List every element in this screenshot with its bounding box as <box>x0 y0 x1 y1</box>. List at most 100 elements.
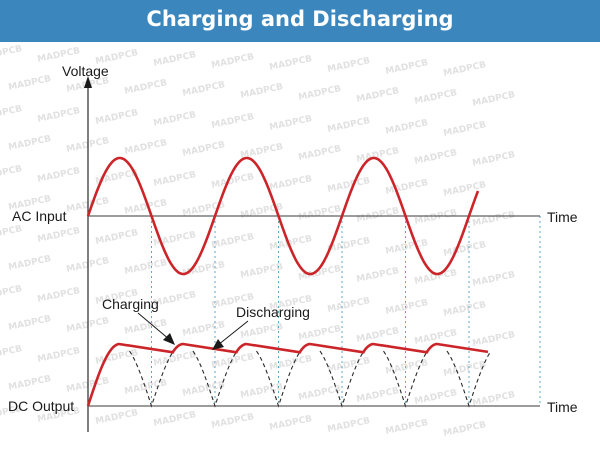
watermark-text: MADPCB <box>385 418 430 437</box>
watermark-text: MADPCB <box>327 416 372 435</box>
watermark-text: MADPCB <box>124 78 169 97</box>
watermark-text: MADPCB <box>8 314 53 333</box>
watermark-text: MADPCB <box>472 150 517 169</box>
watermark-text: MADPCB <box>385 58 430 77</box>
watermark-text: MADPCB <box>153 350 198 369</box>
watermark-text: MADPCB <box>414 148 459 167</box>
watermark-text: MADPCB <box>269 174 314 193</box>
time-axis-label-top: Time <box>547 209 578 225</box>
discharging-annotation: Discharging <box>236 304 310 320</box>
watermark-text: MADPCB <box>211 112 256 131</box>
watermark-text: MADPCB <box>269 354 314 373</box>
dc-output-ripple-wave <box>86 342 489 407</box>
watermark-text: MADPCB <box>153 170 198 189</box>
watermark-text: MADPCB <box>327 116 372 135</box>
watermark-text: MADPCB <box>95 408 140 427</box>
dashed-hump <box>256 350 301 408</box>
dashed-hump <box>319 350 365 408</box>
watermark-text: MADPCB <box>327 176 372 195</box>
watermark-text: MADPCB <box>240 262 285 281</box>
watermark-text: MADPCB <box>95 228 140 247</box>
watermark-text: MADPCB <box>8 254 53 273</box>
time-axis-label-bottom: Time <box>547 399 578 415</box>
watermark-layer: MADPCB MADPCB MADPCB MADPCB MADPCB MADPCB MADP… <box>0 44 516 439</box>
watermark-text: MADPCB <box>211 52 256 71</box>
ac-input-label: AC Input <box>12 208 67 224</box>
voltage-axis-label: Voltage <box>62 63 109 79</box>
title-banner: Charging and Discharging <box>0 0 600 42</box>
watermark-text: MADPCB <box>269 114 314 133</box>
watermark-text: MADPCB <box>472 330 517 349</box>
watermark-text: MADPCB <box>211 352 256 371</box>
watermark-text: MADPCB <box>124 378 169 397</box>
dashed-hump <box>129 350 174 408</box>
dashed-hump <box>192 350 238 408</box>
dashed-hump <box>383 350 428 408</box>
watermark-text: MADPCB <box>37 346 82 365</box>
voltage-axis-arrow-icon <box>84 76 92 88</box>
discharging-arrow-icon <box>212 339 224 350</box>
watermark-text: MADPCB <box>0 104 23 123</box>
watermark-text: MADPCB <box>124 258 169 277</box>
watermark-text: MADPCB <box>443 240 488 259</box>
watermark-text: MADPCB <box>211 412 256 431</box>
watermark-text: MADPCB <box>240 382 285 401</box>
watermark-text: MADPCB <box>472 210 517 229</box>
watermark-text: MADPCB <box>298 84 343 103</box>
watermark-text: MADPCB <box>414 208 459 227</box>
watermark-text: MADPCB <box>356 146 401 165</box>
watermark-text: MADPCB <box>153 410 198 429</box>
watermark-text: MADPCB <box>472 90 517 109</box>
watermark-text: MADPCB <box>443 180 488 199</box>
watermark-text: MADPCB <box>327 56 372 75</box>
watermark-text: MADPCB <box>0 344 23 363</box>
watermark-text: MADPCB <box>298 204 343 223</box>
watermark-text: MADPCB <box>298 144 343 163</box>
watermark-text: MADPCB <box>240 82 285 101</box>
watermark-text: MADPCB <box>356 266 401 285</box>
watermark-text: MADPCB <box>8 74 53 93</box>
watermark-text: MADPCB <box>37 166 82 185</box>
watermark-text: MADPCB <box>240 322 285 341</box>
watermark-text: MADPCB <box>153 50 198 69</box>
watermark-text: MADPCB <box>211 232 256 251</box>
watermark-text: MADPCB <box>182 320 227 339</box>
watermark-text: MADPCB <box>414 388 459 407</box>
diagram-title: Charging and Discharging <box>146 7 454 31</box>
watermark-text: MADPCB <box>385 118 430 137</box>
charging-pointer-line <box>137 312 171 341</box>
watermark-text: MADPCB <box>37 106 82 125</box>
watermark-text: MADPCB <box>0 164 23 183</box>
discharging-pointer-line <box>217 320 249 346</box>
watermark-text: MADPCB <box>182 80 227 99</box>
watermark-text: MADPCB <box>182 380 227 399</box>
ac-input-sine-wave <box>86 156 480 276</box>
watermark-text: MADPCB <box>385 238 430 257</box>
watermark-text: MADPCB <box>153 110 198 129</box>
watermark-text: MADPCB <box>153 290 198 309</box>
watermark-text: MADPCB <box>472 270 517 289</box>
watermark-text: MADPCB <box>356 326 401 345</box>
charging-arrow-icon <box>163 333 175 345</box>
rectified-dashed-humps <box>129 350 492 408</box>
watermark-text: MADPCB <box>211 172 256 191</box>
watermark-text: MADPCB <box>414 268 459 287</box>
dashed-hump <box>446 350 492 408</box>
watermark-text: MADPCB <box>8 134 53 153</box>
watermark-text: MADPCB <box>356 86 401 105</box>
watermark-text: MADPCB <box>124 318 169 337</box>
watermark-text: MADPCB <box>298 324 343 343</box>
watermark-text: MADPCB <box>0 224 23 243</box>
watermark-text: MADPCB <box>443 420 488 439</box>
watermark-text: MADPCB <box>327 296 372 315</box>
watermark-text: MADPCB <box>298 384 343 403</box>
watermark-text: MADPCB <box>269 414 314 433</box>
watermark-text: MADPCB <box>443 300 488 319</box>
vertical-guide-lines <box>151 216 541 406</box>
watermark-text: MADPCB <box>269 54 314 73</box>
dc-output-label: DC Output <box>8 398 74 414</box>
watermark-text: MADPCB <box>0 44 23 63</box>
watermark-text: MADPCB <box>124 138 169 157</box>
watermark-text: MADPCB <box>182 260 227 279</box>
